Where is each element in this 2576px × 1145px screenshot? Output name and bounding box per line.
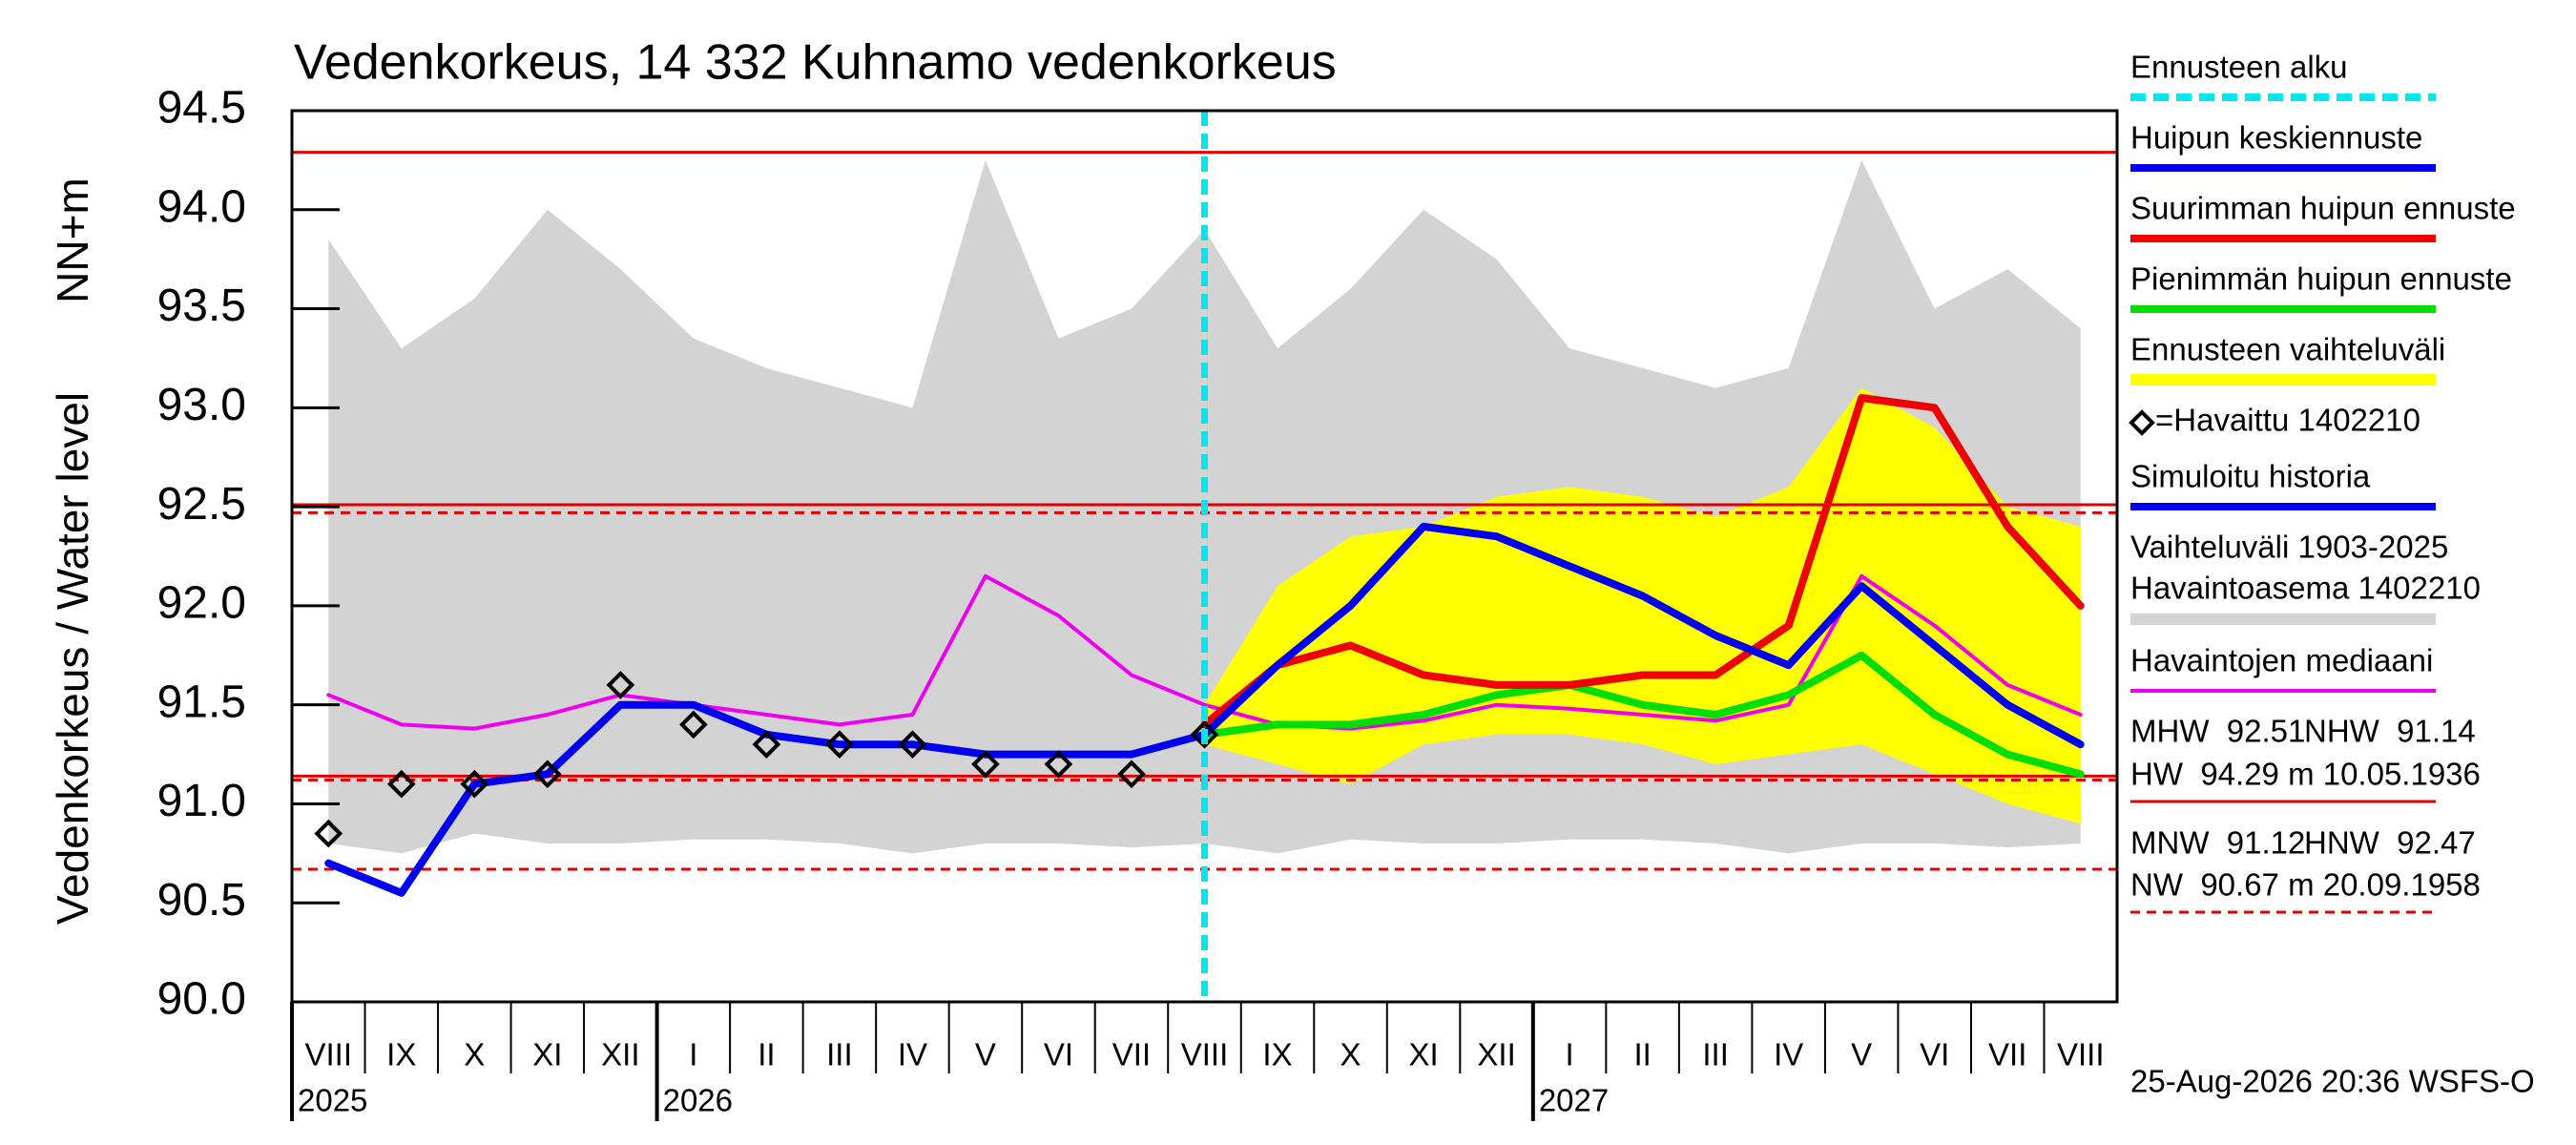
reference-label: NW 90.67 m 20.09.1958 [2130, 867, 2481, 903]
y-tick-label: 93.0 [157, 380, 246, 430]
legend-label: Simuloitu historia [2130, 459, 2371, 494]
y-tick-label: 91.5 [157, 677, 246, 727]
legend-label: Ennusteen alku [2130, 50, 2348, 85]
observed-point [460, 769, 489, 799]
plot-frame [290, 109, 2119, 1004]
x-tick-label: IX [386, 1037, 416, 1072]
year-label: 2026 [663, 1083, 733, 1118]
y-axis-unit: NN+m [48, 177, 97, 303]
observed-point [1190, 719, 1219, 749]
observed-point [1044, 750, 1073, 779]
x-tick-label: IX [1262, 1037, 1292, 1072]
observed-point [314, 819, 343, 848]
x-tick-label: I [689, 1037, 697, 1072]
year-label: 2025 [298, 1083, 367, 1118]
reference-label: MNW 91.12 [2130, 825, 2305, 861]
observed-point [679, 710, 708, 739]
x-tick-label: II [758, 1037, 775, 1072]
observed-point [1117, 760, 1146, 789]
x-tick-label: XII [601, 1037, 639, 1072]
legend-label: Pienimmän huipun ennuste [2130, 261, 2512, 297]
observed-point [386, 769, 416, 799]
x-tick-label: XI [1408, 1037, 1438, 1072]
observed-point [532, 760, 562, 789]
x-tick-label: IV [898, 1037, 927, 1072]
observed-point [825, 730, 854, 760]
y-tick-label: 92.0 [157, 578, 246, 629]
series-line [1200, 522, 2085, 749]
x-tick-label: VI [1044, 1037, 1073, 1072]
legend-label: Suurimman huipun ennuste [2130, 191, 2516, 226]
observed-point [971, 750, 1000, 779]
legend-marker [2129, 409, 2155, 436]
reference-label: NHW 91.14 [2304, 714, 2476, 749]
x-tick-label: VII [1988, 1037, 2026, 1072]
year-label: 2027 [1539, 1083, 1609, 1118]
x-tick-label: IV [1774, 1037, 1803, 1072]
y-tick-label: 90.5 [157, 875, 246, 926]
y-tick-label: 92.5 [157, 479, 246, 530]
observed-point [606, 671, 635, 699]
footer: 25-Aug-2026 20:36 WSFS-O [2130, 1064, 2535, 1099]
legend-label: =Havaittu 1402210 [2155, 403, 2420, 438]
observed-point [752, 730, 781, 760]
x-tick-label: I [1566, 1037, 1574, 1072]
x-tick-label: III [1702, 1037, 1729, 1072]
x-tick-label: X [464, 1037, 485, 1072]
legend-label: Ennusteen vaihteluväli [2130, 332, 2445, 367]
x-tick-label: VIII [1181, 1037, 1229, 1072]
legend-label: Havaintojen mediaani [2130, 643, 2433, 678]
x-tick-label: II [1633, 1037, 1651, 1072]
y-tick-label: 93.5 [157, 281, 246, 331]
y-tick-label: 90.0 [157, 974, 246, 1025]
x-tick-label: VIII [304, 1037, 352, 1072]
legend-label: Havaintoasema 1402210 [2130, 571, 2481, 606]
x-tick-label: XII [1477, 1037, 1515, 1072]
legend-label: Huipun keskiennuste [2130, 120, 2422, 156]
x-tick-label: V [1851, 1037, 1872, 1072]
y-tick-label: 91.0 [157, 776, 246, 826]
y-axis-label: Vedenkorkeus / Water level [48, 392, 97, 925]
chart-title: Vedenkorkeus, 14 332 Kuhnamo vedenkorkeu… [294, 35, 1337, 91]
series-line [1200, 651, 2085, 779]
x-tick-label: XI [532, 1037, 562, 1072]
reference-label: HW 94.29 m 10.05.1936 [2130, 757, 2481, 792]
observed-point [898, 730, 927, 760]
x-tick-label: III [826, 1037, 853, 1072]
y-tick-label: 94.5 [157, 83, 246, 134]
reference-label: HNW 92.47 [2304, 825, 2476, 861]
x-tick-label: VII [1112, 1037, 1151, 1072]
x-tick-label: VI [1920, 1037, 1949, 1072]
y-tick-label: 94.0 [157, 181, 246, 232]
series-line [1200, 394, 2085, 729]
reference-label: MHW 92.51 [2130, 714, 2305, 749]
legend-label: Vaihteluväli 1903-2025 [2130, 530, 2448, 565]
x-tick-label: VIII [2057, 1037, 2105, 1072]
x-tick-label: X [1340, 1037, 1361, 1072]
x-tick-label: V [975, 1037, 996, 1072]
